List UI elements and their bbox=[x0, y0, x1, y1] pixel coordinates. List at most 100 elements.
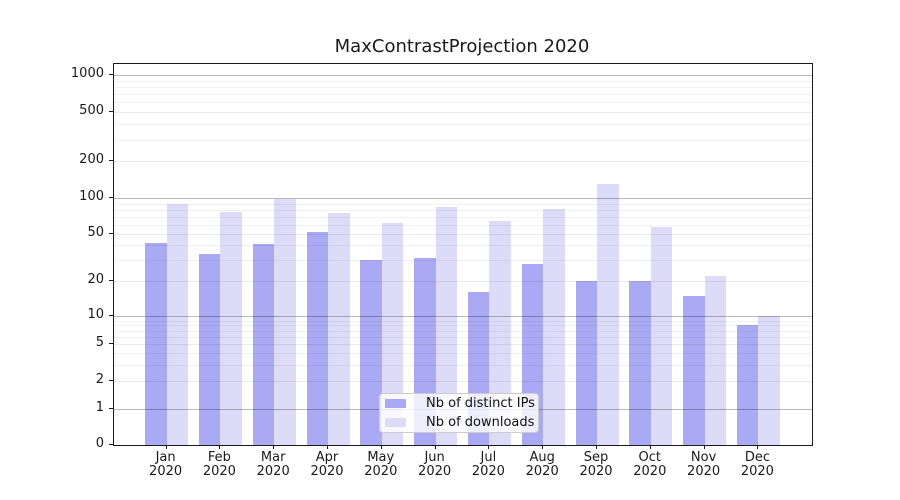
x-tick-month: Nov bbox=[690, 450, 717, 465]
x-tick-7 bbox=[488, 445, 490, 449]
y-tick-1000 bbox=[109, 74, 113, 75]
y-tick-10 bbox=[109, 315, 113, 317]
y-tick-label-100: 100 bbox=[79, 189, 104, 205]
y-tick-label-50: 50 bbox=[87, 224, 104, 240]
x-tick-month: Feb bbox=[207, 450, 231, 465]
x-tick-label-11: Nov 2020 bbox=[676, 451, 732, 479]
bar-downloads-mar bbox=[274, 199, 296, 445]
y-tick-20 bbox=[109, 279, 113, 281]
x-tick-year: 2020 bbox=[364, 464, 398, 479]
x-tick-label-9: Sep 2020 bbox=[568, 451, 624, 479]
bar-distinct-ips-mar bbox=[252, 244, 275, 445]
y-tick-label-2: 2 bbox=[95, 372, 104, 388]
x-tick-2 bbox=[219, 445, 221, 449]
x-tick-label-5: May 2020 bbox=[353, 451, 409, 479]
x-tick-year: 2020 bbox=[202, 464, 236, 479]
y-tick-label-200: 200 bbox=[79, 152, 104, 168]
x-tick-label-3: Mar 2020 bbox=[245, 451, 301, 479]
x-tick-month: Oct bbox=[638, 450, 662, 465]
x-tick-9 bbox=[596, 445, 597, 449]
x-tick-label-12: Dec 2020 bbox=[729, 451, 785, 479]
y-tick-label-20: 20 bbox=[87, 271, 104, 287]
x-tick-year: 2020 bbox=[256, 464, 290, 479]
x-tick-month: Sep bbox=[583, 450, 609, 465]
x-tick-month: Aug bbox=[529, 450, 555, 465]
bar-downloads-feb bbox=[220, 212, 242, 445]
bar-downloads-aug bbox=[543, 208, 565, 445]
bar-downloads-jun bbox=[435, 206, 458, 445]
legend-item-downloads: Nb of downloads bbox=[385, 414, 535, 431]
distinct-ips-swatch bbox=[385, 399, 406, 409]
x-tick-month: Mar bbox=[260, 450, 286, 465]
y-tick-label-0: 0 bbox=[95, 436, 104, 451]
bar-downloads-oct bbox=[650, 227, 673, 445]
x-tick-month: Jul bbox=[480, 450, 497, 465]
bar-downloads-apr bbox=[328, 213, 350, 445]
x-tick-year: 2020 bbox=[525, 464, 559, 479]
x-tick-3 bbox=[273, 445, 275, 449]
bar-downloads-sep bbox=[597, 184, 619, 445]
y-tick-100 bbox=[109, 197, 113, 199]
x-tick-10 bbox=[649, 445, 651, 449]
legend-item-distinct-ips: Nb of distinct IPs bbox=[385, 396, 535, 412]
bar-distinct-ips-oct bbox=[629, 280, 651, 445]
x-tick-month: Jun bbox=[424, 450, 445, 465]
legend-label-downloads: Nb of downloads bbox=[426, 414, 535, 430]
x-tick-4 bbox=[327, 445, 328, 449]
bar-distinct-ips-nov bbox=[683, 295, 705, 445]
x-tick-month: Dec bbox=[744, 450, 770, 465]
bar-downloads-jul bbox=[489, 221, 511, 445]
x-tick-label-6: Jun 2020 bbox=[407, 451, 463, 479]
y-tick-label-500: 500 bbox=[79, 103, 104, 119]
x-tick-year: 2020 bbox=[687, 464, 721, 479]
y-tick-500 bbox=[109, 111, 113, 113]
bar-distinct-ips-apr bbox=[306, 231, 328, 445]
x-tick-month: May bbox=[367, 450, 395, 465]
bar-downloads-jan bbox=[166, 204, 189, 445]
x-tick-11 bbox=[703, 445, 705, 449]
y-tick-50 bbox=[109, 232, 113, 234]
y-tick-5 bbox=[109, 343, 113, 345]
x-tick-label-10: Oct 2020 bbox=[622, 451, 678, 479]
x-tick-1 bbox=[165, 445, 167, 449]
legend-label-distinct-ips: Nb of distinct IPs bbox=[426, 396, 535, 412]
bar-downloads-dec bbox=[758, 316, 780, 445]
x-tick-year: 2020 bbox=[740, 464, 774, 479]
x-tick-label-7: Jul 2020 bbox=[460, 451, 516, 479]
x-tick-year: 2020 bbox=[418, 464, 452, 479]
x-tick-year: 2020 bbox=[149, 464, 183, 479]
x-tick-label-2: Feb 2020 bbox=[191, 451, 247, 479]
x-tick-month: Apr bbox=[315, 450, 339, 465]
x-tick-6 bbox=[434, 445, 436, 449]
y-tick-label-1000: 1000 bbox=[70, 66, 104, 81]
bar-downloads-nov bbox=[704, 275, 727, 445]
y-tick-label-1: 1 bbox=[95, 400, 104, 416]
y-tick-label-10: 10 bbox=[87, 307, 104, 323]
y-tick-1 bbox=[109, 408, 113, 410]
bar-distinct-ips-dec bbox=[736, 325, 759, 445]
x-tick-year: 2020 bbox=[471, 464, 505, 479]
x-tick-label-4: Apr 2020 bbox=[299, 451, 355, 479]
x-tick-label-1: Jan 2020 bbox=[138, 451, 194, 479]
x-tick-8 bbox=[542, 445, 544, 449]
x-tick-year: 2020 bbox=[579, 464, 613, 479]
bars-layer bbox=[114, 64, 812, 445]
x-tick-5 bbox=[380, 445, 382, 449]
plot-area bbox=[113, 63, 813, 446]
bar-distinct-ips-jan bbox=[145, 242, 167, 445]
bar-downloads-may bbox=[381, 222, 404, 445]
bar-distinct-ips-feb bbox=[198, 253, 221, 445]
x-tick-label-8: Aug 2020 bbox=[514, 451, 570, 479]
bar-distinct-ips-may bbox=[360, 260, 382, 445]
y-tick-2 bbox=[109, 380, 113, 382]
y-tick-label-5: 5 bbox=[95, 335, 104, 351]
y-tick-200 bbox=[109, 160, 113, 162]
x-tick-month: Jan bbox=[155, 450, 176, 465]
downloads-swatch bbox=[385, 417, 406, 427]
chart-title: MaxContrastProjection 2020 bbox=[334, 36, 590, 57]
x-tick-year: 2020 bbox=[310, 464, 344, 479]
bar-distinct-ips-sep bbox=[575, 280, 597, 445]
y-tick-0 bbox=[109, 444, 113, 445]
x-tick-year: 2020 bbox=[633, 464, 667, 479]
